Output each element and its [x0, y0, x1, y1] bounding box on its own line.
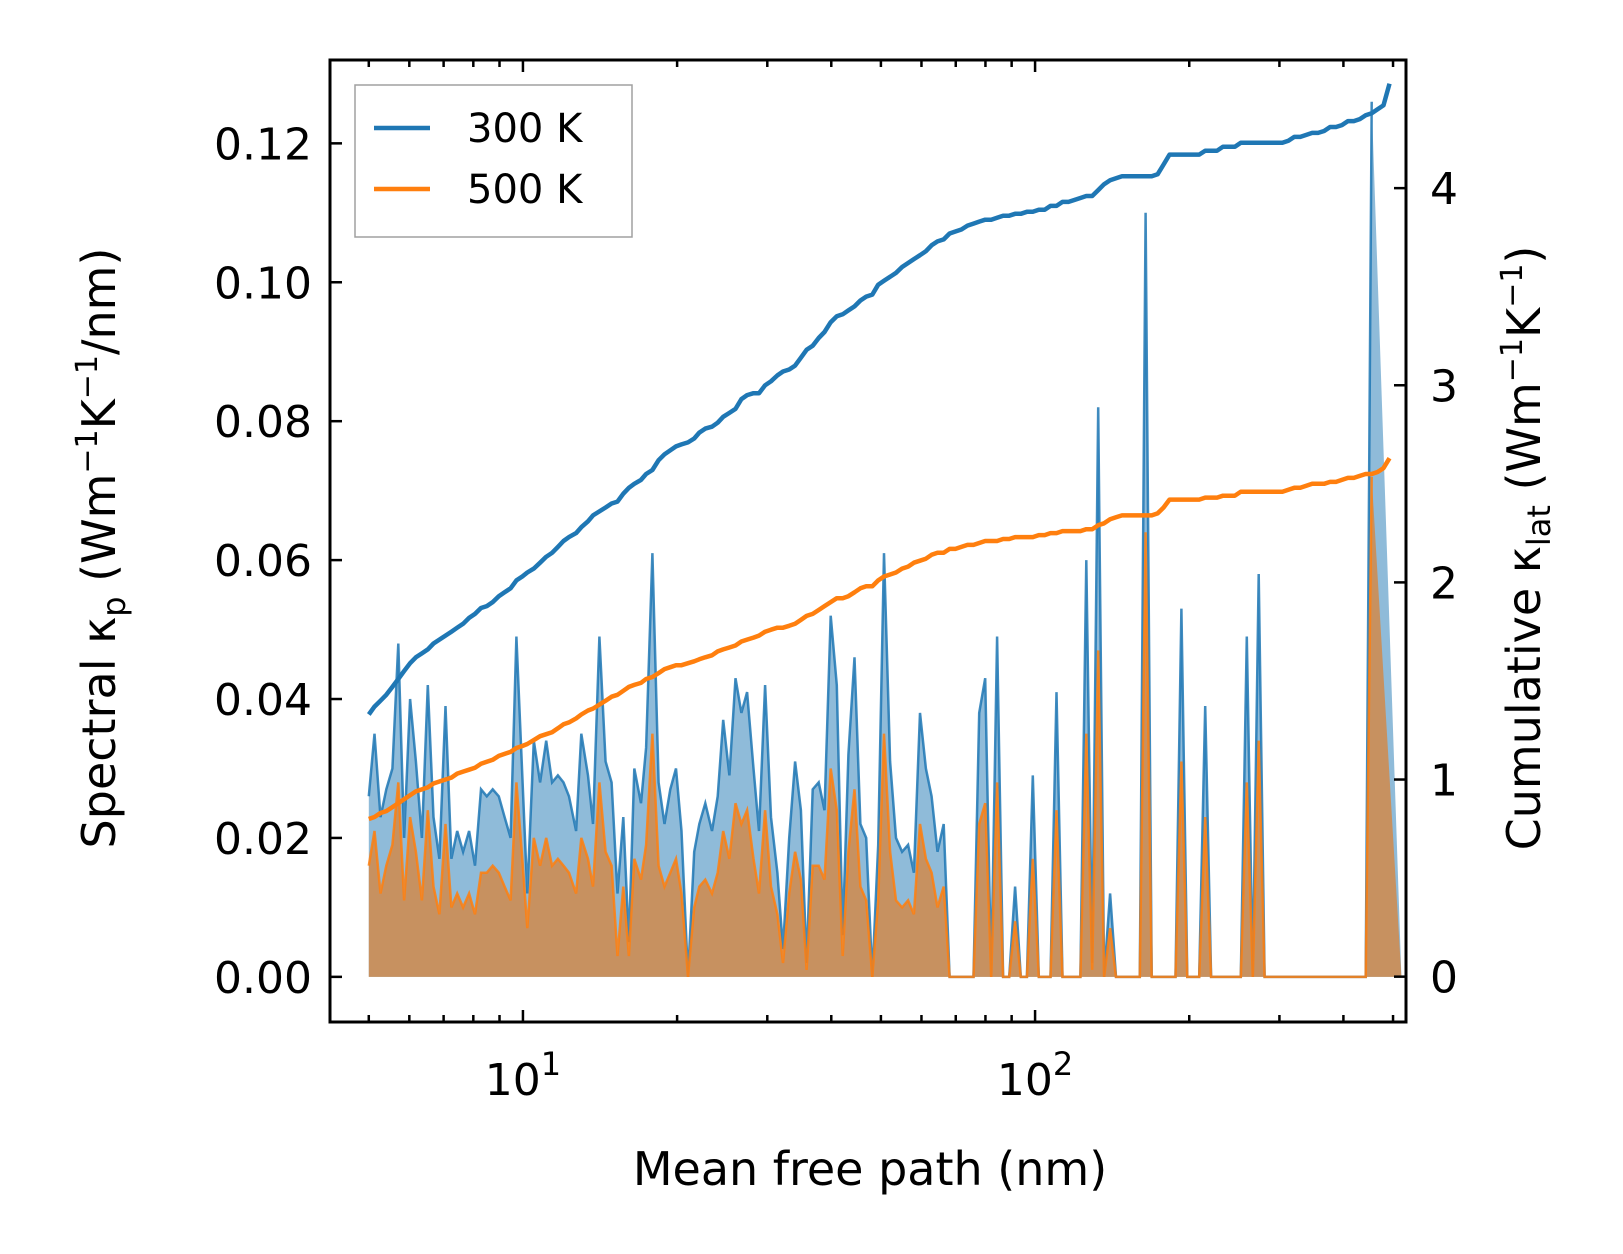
legend-box — [354, 84, 633, 238]
y-right-sup2: −1 — [1495, 264, 1530, 308]
y-left-main: Spectral κ — [72, 617, 126, 849]
spectral-line-300k — [367, 101, 1373, 979]
y-left-close: /nm) — [72, 248, 126, 355]
x-tick-exp: 1 — [541, 1045, 561, 1083]
y-right-main: Cumulative κ — [1497, 546, 1551, 850]
y-right-tick-label: 2 — [1430, 558, 1458, 609]
y-left-tick-label: 0.02 — [214, 814, 312, 865]
spectral-line-500k — [367, 476, 1373, 979]
y-left-tick-label: 0.06 — [214, 536, 312, 587]
y-left-mid: K — [72, 397, 126, 429]
y-left-tick-label: 0.00 — [214, 953, 312, 1004]
y-left-tick-label: 0.04 — [214, 675, 312, 726]
y-right-tick-label: 4 — [1430, 164, 1458, 215]
y-right-tick-label: 0 — [1430, 953, 1458, 1004]
plot-frame — [328, 58, 1408, 1024]
y-left-sub: p — [95, 596, 133, 616]
y-left-sup1: −1 — [70, 429, 105, 473]
y-right-sub: lat — [1520, 505, 1558, 546]
spectral-fill-500k — [368, 476, 1402, 977]
y-left-tick-label: 0.12 — [214, 119, 312, 170]
y-right-mid: K — [1497, 306, 1551, 338]
series-lines — [366, 83, 1392, 822]
legend: 300 K 500 K — [354, 84, 633, 238]
spectral-fills — [367, 101, 1402, 979]
y-axis-title-right: Cumulative κlat (Wm−1K−1) — [1495, 246, 1558, 851]
x-tick-label: 101 — [485, 1045, 561, 1106]
x-tick-base: 10 — [997, 1055, 1053, 1106]
x-tick-base: 10 — [485, 1055, 541, 1106]
y-right-close: ) — [1497, 246, 1551, 264]
y-left-open: (Wm — [72, 474, 126, 597]
cumulative-line-500k — [368, 457, 1392, 822]
y-left-sup2: −1 — [70, 355, 105, 399]
y-axis-title-left: Spectral κp (Wm−1K−1/nm) — [70, 248, 133, 849]
y-right-sup1: −1 — [1495, 338, 1530, 382]
cumulative-line-300k — [366, 83, 1392, 716]
y-left-tick-label: 0.10 — [214, 258, 312, 309]
y-right-open: (Wm — [1497, 382, 1551, 505]
y-right-tick-label: 3 — [1430, 361, 1458, 412]
x-tick-label: 102 — [997, 1045, 1073, 1106]
y-right-tick-label: 1 — [1430, 756, 1458, 807]
legend-label-300k: 300 K — [467, 106, 584, 152]
x-tick-exp: 2 — [1053, 1045, 1073, 1083]
x-axis-title: Mean free path (nm) — [633, 1142, 1107, 1196]
legend-label-500k: 500 K — [467, 167, 584, 213]
axis-ticks — [330, 60, 1406, 1022]
y-left-tick-label: 0.08 — [214, 397, 312, 448]
